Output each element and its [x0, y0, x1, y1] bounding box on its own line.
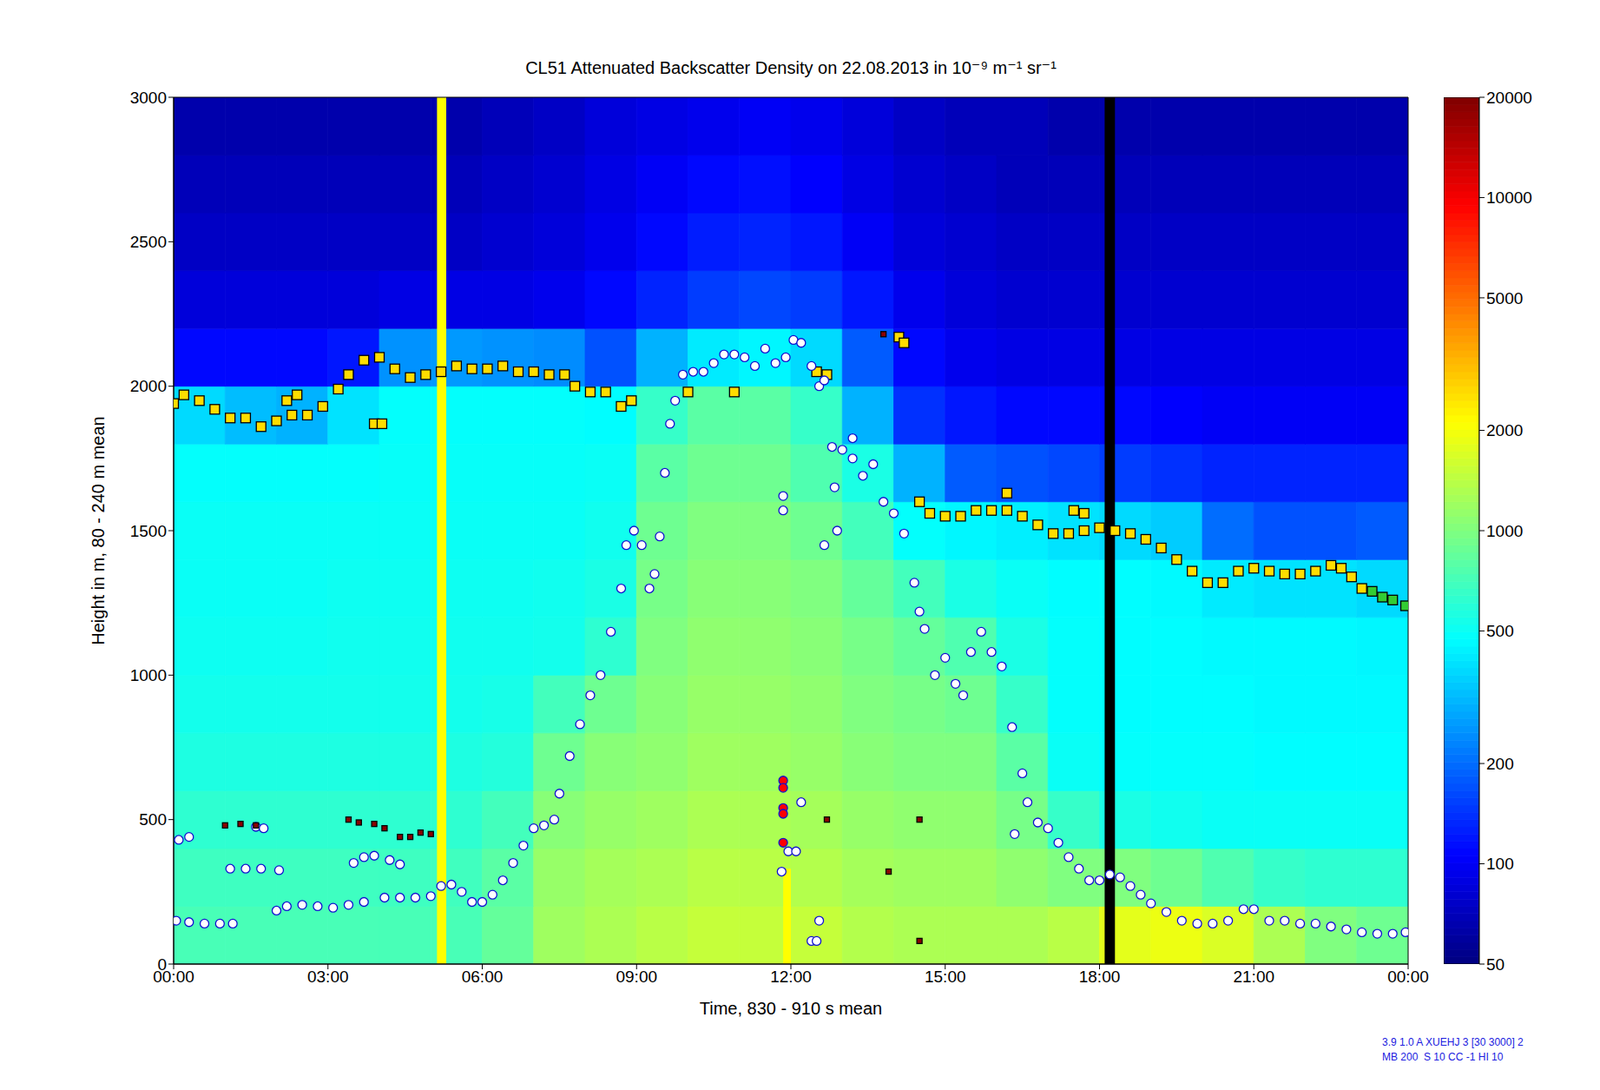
svg-text:10000: 10000 [1486, 188, 1533, 207]
svg-text:1000: 1000 [1486, 521, 1523, 540]
svg-text:500: 500 [138, 809, 167, 829]
svg-text:50: 50 [1486, 954, 1505, 974]
svg-text:09:00: 09:00 [615, 967, 658, 986]
svg-text:20000: 20000 [1486, 88, 1533, 107]
html-text:Time, 830 - 910 s mean: Time, 830 - 910 s mean [699, 998, 883, 1018]
html-text:3.9 1.0 A XUEHJ 3 [30 3000] 2: 3.9 1.0 A XUEHJ 3 [30 3000] 2 [1382, 1035, 1524, 1048]
svg-text:2000: 2000 [130, 376, 167, 396]
svg-text:5000: 5000 [1486, 289, 1523, 308]
svg-text:2500: 2500 [130, 232, 167, 251]
svg-text:18:00: 18:00 [1079, 967, 1121, 986]
svg-text:1000: 1000 [130, 665, 167, 685]
svg-text:21:00: 21:00 [1232, 967, 1275, 986]
svg-text:500: 500 [1486, 621, 1515, 640]
svg-text:3000: 3000 [130, 88, 167, 107]
svg-text:100: 100 [1486, 854, 1515, 873]
html-text:MB 200 S 10 CC -1 HI 10: MB 200 S 10 CC -1 HI 10 [1382, 1050, 1504, 1063]
svg-text:0: 0 [157, 954, 167, 974]
svg-text:00:00: 00:00 [152, 967, 195, 986]
svg-text:2000: 2000 [1486, 421, 1523, 440]
svg-text:200: 200 [1486, 754, 1515, 773]
html-text:Height in m, 80 - 240 m mean: Height in m, 80 - 240 m mean [88, 416, 108, 645]
svg-text:1500: 1500 [130, 521, 167, 540]
svg-text:06:00: 06:00 [461, 967, 504, 986]
svg-text:12:00: 12:00 [770, 967, 812, 986]
svg-text:03:00: 03:00 [307, 967, 349, 986]
svg-text:15:00: 15:00 [924, 967, 967, 986]
html-text:CL51 Attenuated Backscatter De: CL51 Attenuated Backscatter Density on 2… [525, 58, 1057, 78]
svg-text:00:00: 00:00 [1387, 967, 1429, 986]
